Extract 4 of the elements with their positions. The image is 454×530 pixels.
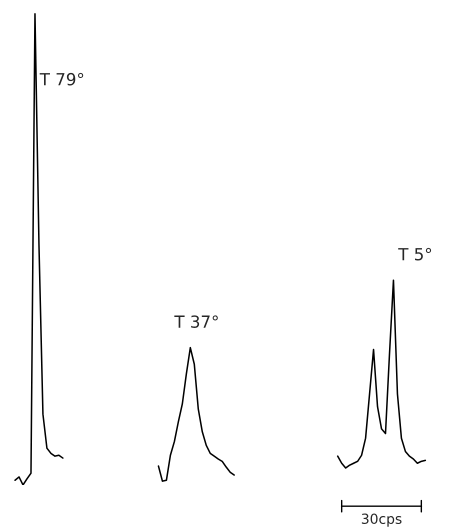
annotation: T 79°	[40, 72, 84, 86]
text: 30cps	[362, 513, 402, 527]
annotation: T 37°	[174, 315, 218, 328]
annotation: T 5°	[398, 248, 432, 260]
